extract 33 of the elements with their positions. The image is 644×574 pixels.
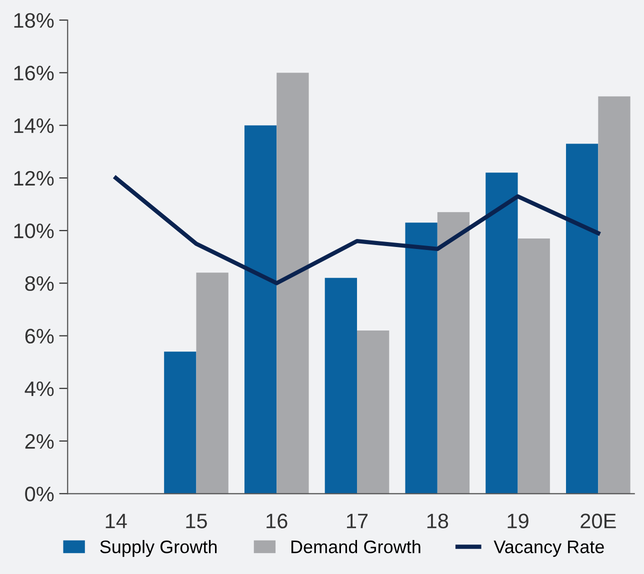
y-tick-label: 10%: [14, 224, 54, 238]
y-tick-label: 14%: [14, 118, 54, 133]
bar: [437, 212, 470, 494]
y-tick-label: 16%: [14, 66, 54, 80]
x-tick-label: 20E: [580, 514, 616, 528]
legend-label: Demand Growth: [291, 540, 420, 554]
bar: [164, 352, 196, 494]
bar: [598, 96, 630, 494]
bar: [276, 72, 309, 494]
bar: [405, 222, 438, 494]
bar: [518, 238, 550, 494]
y-tick-label: 18%: [14, 13, 54, 28]
line-series: [114, 176, 600, 286]
y-tick-label: 6%: [25, 328, 54, 344]
x-tick-label: 16: [266, 514, 288, 528]
bar: [566, 144, 598, 494]
y-tick-label: 8%: [25, 276, 54, 291]
legend-label: Supply Growth: [100, 540, 217, 557]
x-tick-label: 14: [106, 514, 127, 528]
x-tick-label: 18: [427, 514, 448, 528]
bar: [486, 172, 518, 494]
y-tick-label: 2%: [25, 434, 54, 449]
y-tick-label: 12%: [14, 170, 54, 186]
y-tick-label: 0%: [25, 486, 54, 502]
y-tick-label: 4%: [24, 382, 54, 396]
x-tick-label: 19: [508, 514, 528, 528]
bar: [196, 272, 228, 494]
bar: [244, 125, 277, 494]
x-tick-label: 15: [186, 514, 207, 528]
bar: [324, 278, 358, 494]
x-tick-label: 17: [347, 514, 368, 528]
legend-label: Vacancy Rate: [494, 540, 604, 557]
bar: [357, 330, 390, 494]
